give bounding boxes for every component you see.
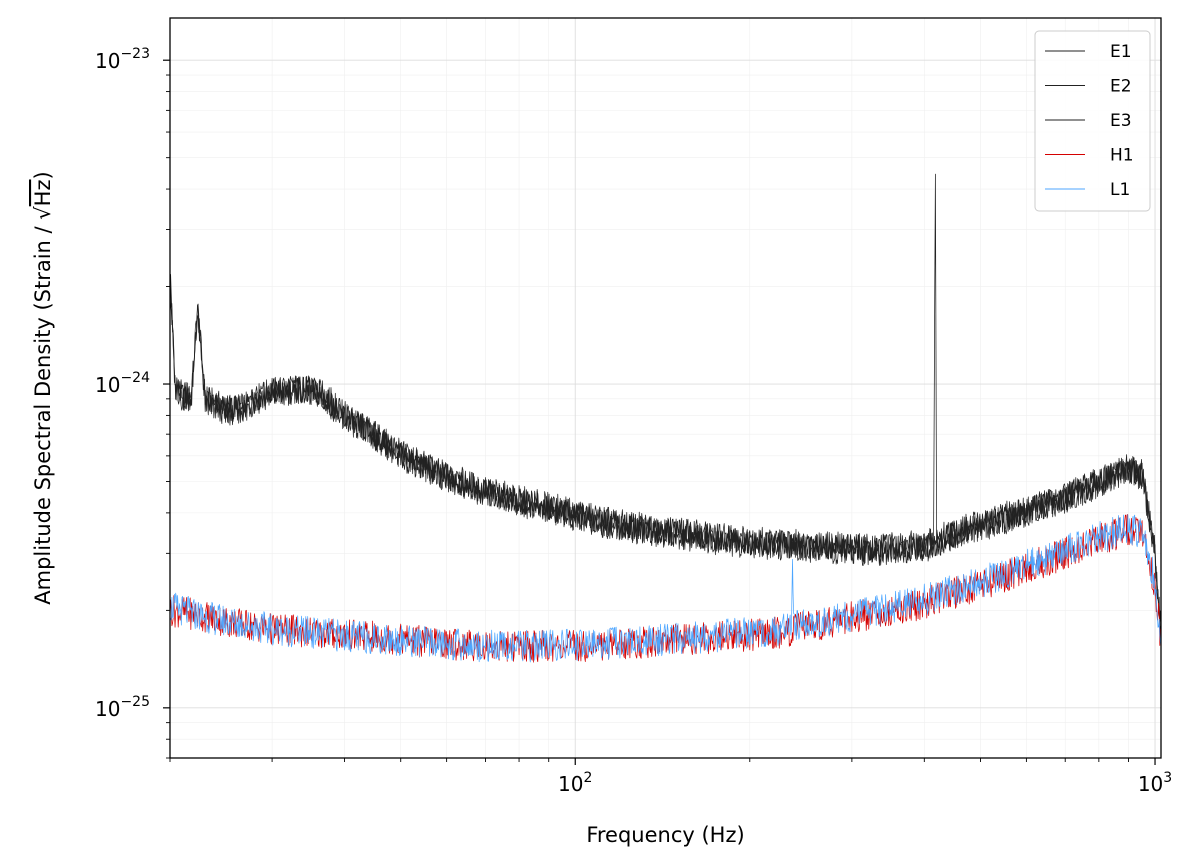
legend-label-h1: H1 xyxy=(1110,146,1134,166)
grid-major xyxy=(170,18,1161,758)
y-axis-label-prefix: Amplitude Spectral Density (Strain / xyxy=(31,220,55,605)
series-line-l1 xyxy=(170,514,1161,663)
y-axis-label-root: √ xyxy=(31,206,55,220)
x-tick-label: 102 xyxy=(558,770,592,796)
y-axis-label-radicand: Hz xyxy=(31,179,55,206)
y-axis-label: Amplitude Spectral Density (Strain / √Hz… xyxy=(31,171,55,604)
grid-minor xyxy=(169,18,1161,759)
y-tick-label: 10−25 xyxy=(95,694,150,721)
legend-box xyxy=(1034,30,1151,212)
y-tick-label: 10−23 xyxy=(95,46,150,73)
series-group xyxy=(170,173,1161,663)
y-axis-label-suffix: ) xyxy=(31,171,55,179)
y-axis: 10−25 10−24 10−23 xyxy=(95,46,170,759)
plot-frame xyxy=(169,17,1162,759)
series-line-e2 xyxy=(170,293,1161,644)
series-line-e3 xyxy=(170,279,1161,635)
legend-label-l1: L1 xyxy=(1110,180,1130,200)
x-axis-label: Frequency (Hz) xyxy=(586,823,744,847)
x-axis: 102 103 xyxy=(169,758,1172,796)
legend: E1 E2 E3 H1 L1 xyxy=(1034,30,1151,212)
legend-label-e1: E1 xyxy=(1110,42,1132,62)
y-tick-label: 10−24 xyxy=(95,370,150,397)
legend-label-e3: E3 xyxy=(1110,111,1132,131)
x-tick-label: 103 xyxy=(1138,770,1172,796)
legend-label-e2: E2 xyxy=(1110,77,1132,97)
